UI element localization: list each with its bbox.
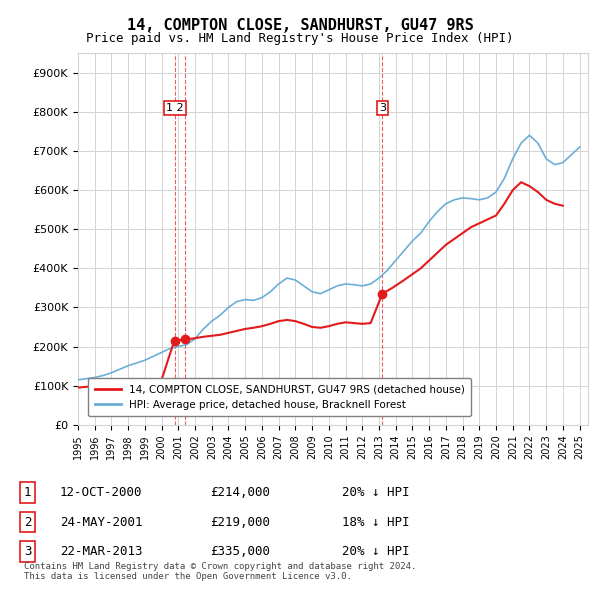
Text: 3: 3 <box>379 103 386 113</box>
Text: 24-MAY-2001: 24-MAY-2001 <box>60 516 143 529</box>
Text: Price paid vs. HM Land Registry's House Price Index (HPI): Price paid vs. HM Land Registry's House … <box>86 32 514 45</box>
Text: £214,000: £214,000 <box>210 486 270 499</box>
Text: Contains HM Land Registry data © Crown copyright and database right 2024.
This d: Contains HM Land Registry data © Crown c… <box>24 562 416 581</box>
Text: 2: 2 <box>24 516 32 529</box>
Text: 20% ↓ HPI: 20% ↓ HPI <box>342 545 409 558</box>
Text: 18% ↓ HPI: 18% ↓ HPI <box>342 516 409 529</box>
Text: £335,000: £335,000 <box>210 545 270 558</box>
Text: 1: 1 <box>24 486 32 499</box>
Text: 12-OCT-2000: 12-OCT-2000 <box>60 486 143 499</box>
Text: £219,000: £219,000 <box>210 516 270 529</box>
Text: 3: 3 <box>24 545 32 558</box>
Text: 14, COMPTON CLOSE, SANDHURST, GU47 9RS: 14, COMPTON CLOSE, SANDHURST, GU47 9RS <box>127 18 473 32</box>
Legend: 14, COMPTON CLOSE, SANDHURST, GU47 9RS (detached house), HPI: Average price, det: 14, COMPTON CLOSE, SANDHURST, GU47 9RS (… <box>88 378 471 416</box>
Text: 1 2: 1 2 <box>166 103 184 113</box>
Text: 22-MAR-2013: 22-MAR-2013 <box>60 545 143 558</box>
Text: 20% ↓ HPI: 20% ↓ HPI <box>342 486 409 499</box>
